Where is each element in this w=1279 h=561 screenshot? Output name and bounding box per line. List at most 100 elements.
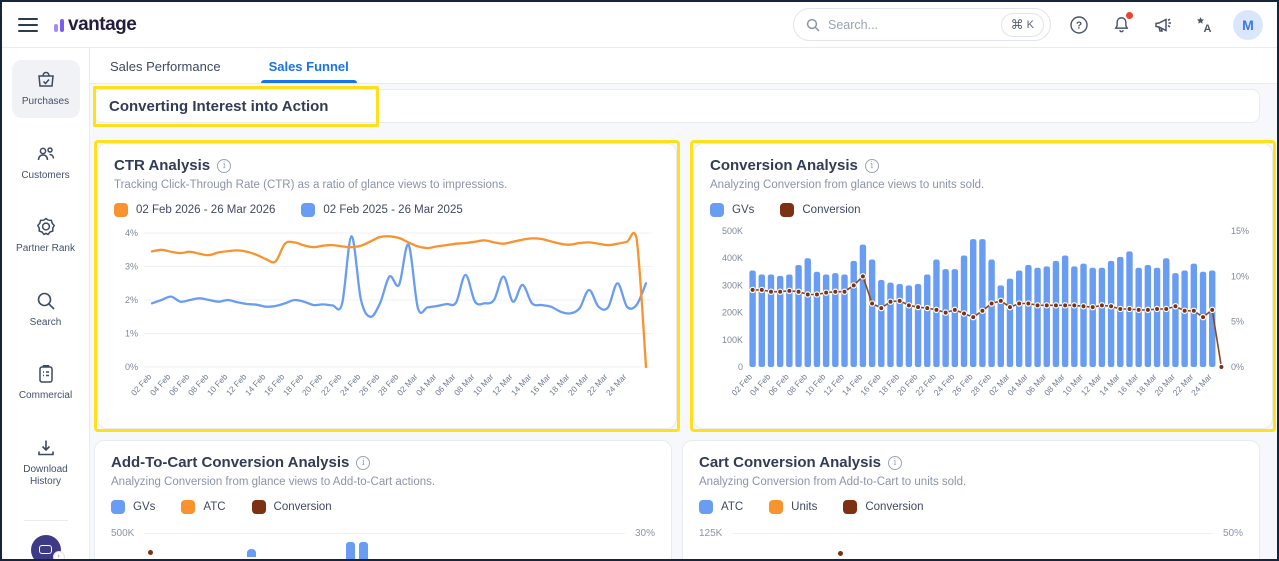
logo-bars-icon xyxy=(54,18,64,36)
section-heading-card: Converting Interest into Action xyxy=(93,86,1260,127)
legend-item[interactable]: Conversion xyxy=(843,500,924,514)
tab-sales-funnel[interactable]: Sales Funnel xyxy=(260,51,357,83)
ctr-analysis-card: CTR Analysis i Tracking Click-Through Ra… xyxy=(97,143,677,429)
info-icon[interactable]: i xyxy=(864,158,879,173)
purchases-icon xyxy=(37,71,54,87)
sidebar-item-customers[interactable]: Customers xyxy=(12,134,80,192)
customers-icon xyxy=(37,146,54,160)
top-bar: vantage ⌘ K ? A xyxy=(2,2,1277,48)
legend-item[interactable]: ATC xyxy=(699,500,743,514)
search-input[interactable] xyxy=(828,17,993,32)
sidebar-item-search[interactable]: Search xyxy=(12,281,80,339)
megaphone-icon xyxy=(1155,17,1171,32)
help-button[interactable]: ? xyxy=(1065,11,1093,39)
language-button[interactable]: A xyxy=(1191,11,1219,39)
svg-text:?: ? xyxy=(1076,20,1082,31)
card-subtitle: Analyzing Conversion from glance views t… xyxy=(710,179,985,191)
svg-text:A: A xyxy=(1204,23,1212,35)
conversion-dot-sliver xyxy=(148,550,153,555)
user-avatar[interactable]: M xyxy=(1233,9,1263,40)
sidebar-item-label: Download History xyxy=(23,463,68,488)
bar-sliver xyxy=(346,542,355,559)
card-subtitle: Tracking Click-Through Rate (CTR) as a r… xyxy=(114,179,508,191)
svg-text:5%: 5% xyxy=(1231,317,1244,327)
search-icon xyxy=(806,18,820,32)
announcements-button[interactable] xyxy=(1149,11,1177,39)
legend-label: Units xyxy=(791,501,818,513)
svg-text:24 Mar: 24 Mar xyxy=(604,371,629,397)
svg-text:4%: 4% xyxy=(125,228,138,238)
svg-text:10%: 10% xyxy=(1231,271,1249,281)
search-box[interactable]: ⌘ K xyxy=(793,8,1051,41)
card-subtitle: Analyzing Conversion from Add-to-Cart to… xyxy=(699,476,967,488)
chart-legend: 02 Feb 2026 - 26 Mar 2026 02 Feb 2025 - … xyxy=(114,203,660,217)
info-icon[interactable]: i xyxy=(356,455,371,470)
sidebar-divider xyxy=(23,519,68,521)
sidebar-item-commercial[interactable]: Commercial xyxy=(12,354,80,412)
sidebar-item-partner-rank[interactable]: Partner Rank xyxy=(12,207,80,265)
commercial-icon xyxy=(38,365,53,383)
info-icon[interactable]: i xyxy=(888,455,902,470)
legend-swatch xyxy=(710,203,724,217)
legend-swatch xyxy=(111,500,125,514)
marketplace-switcher[interactable]: › xyxy=(30,534,65,559)
legend-item[interactable]: 02 Feb 2026 - 26 Mar 2026 xyxy=(114,203,275,217)
sidebar-item-download-history[interactable]: Download History xyxy=(12,428,80,498)
tab-sales-performance[interactable]: Sales Performance xyxy=(110,59,221,74)
add-to-cart-conversion-card: Add-To-Cart Conversion Analysis i Analyz… xyxy=(94,440,672,559)
card-title: Add-To-Cart Conversion Analysis xyxy=(111,454,350,471)
card-title: Conversion Analysis xyxy=(710,157,858,174)
tabs-bar: Sales Performance Sales Funnel xyxy=(90,48,1277,84)
chart-axis-row: 500K 30% xyxy=(111,528,655,539)
svg-text:200K: 200K xyxy=(722,308,743,318)
legend-label: 02 Feb 2025 - 26 Mar 2025 xyxy=(323,204,463,216)
legend-swatch xyxy=(780,203,795,217)
notifications-button[interactable] xyxy=(1107,11,1135,39)
svg-text:24 Mar: 24 Mar xyxy=(1189,371,1214,397)
sidebar-item-purchases[interactable]: Purchases xyxy=(11,60,80,118)
gridline xyxy=(732,533,1213,534)
info-icon[interactable]: i xyxy=(217,158,232,173)
legend-swatch xyxy=(301,203,316,217)
legend-item[interactable]: ATC xyxy=(181,500,226,514)
legend-label: ATC xyxy=(721,501,744,513)
logo-text: vantage xyxy=(68,13,137,35)
card-subtitle: Analyzing Conversion from glance views t… xyxy=(111,476,436,488)
sidebar: Purchases Customers Partner Rank Search … xyxy=(2,48,90,559)
legend-swatch xyxy=(114,203,128,217)
y-axis-max-left: 125K xyxy=(699,528,723,539)
legend-item[interactable]: 02 Feb 2025 - 26 Mar 2025 xyxy=(301,203,463,217)
svg-text:15%: 15% xyxy=(1231,226,1249,236)
legend-label: GVs xyxy=(133,501,156,513)
sidebar-item-label: Partner Rank xyxy=(16,243,75,254)
partner-rank-icon xyxy=(36,217,55,236)
help-icon: ? xyxy=(1070,15,1088,34)
svg-text:100K: 100K xyxy=(722,335,743,345)
vantage-logo[interactable]: vantage xyxy=(54,13,137,36)
legend-item[interactable]: GVs xyxy=(710,203,754,217)
annotation-highlight: CTR Analysis i Tracking Click-Through Ra… xyxy=(94,140,680,432)
legend-label: 02 Feb 2026 - 26 Mar 2026 xyxy=(136,204,276,216)
legend-item[interactable]: Conversion xyxy=(251,500,332,514)
bar-sliver xyxy=(247,549,256,557)
svg-text:400K: 400K xyxy=(722,253,743,263)
legend-label: Conversion xyxy=(273,501,332,513)
legend-label: ATC xyxy=(203,501,226,513)
chart-legend: GVs Conversion xyxy=(710,203,1256,217)
hamburger-menu-icon[interactable] xyxy=(18,17,38,32)
legend-item[interactable]: Units xyxy=(769,500,817,514)
keyboard-shortcut-chip: ⌘ K xyxy=(1000,12,1044,37)
legend-item[interactable]: Conversion xyxy=(780,203,861,217)
sidebar-item-label: Search xyxy=(29,316,62,328)
legend-swatch xyxy=(699,500,713,514)
cart-conversion-card: Cart Conversion Analysis i Analyzing Con… xyxy=(682,440,1260,559)
conversion-analysis-card: Conversion Analysis i Analyzing Conversi… xyxy=(693,143,1273,429)
legend-swatch xyxy=(181,500,196,514)
y-axis-max-left: 500K xyxy=(111,528,135,539)
legend-item[interactable]: GVs xyxy=(111,500,155,514)
legend-swatch xyxy=(769,500,784,514)
gridline xyxy=(144,533,625,534)
command-icon: ⌘ xyxy=(1010,16,1024,32)
